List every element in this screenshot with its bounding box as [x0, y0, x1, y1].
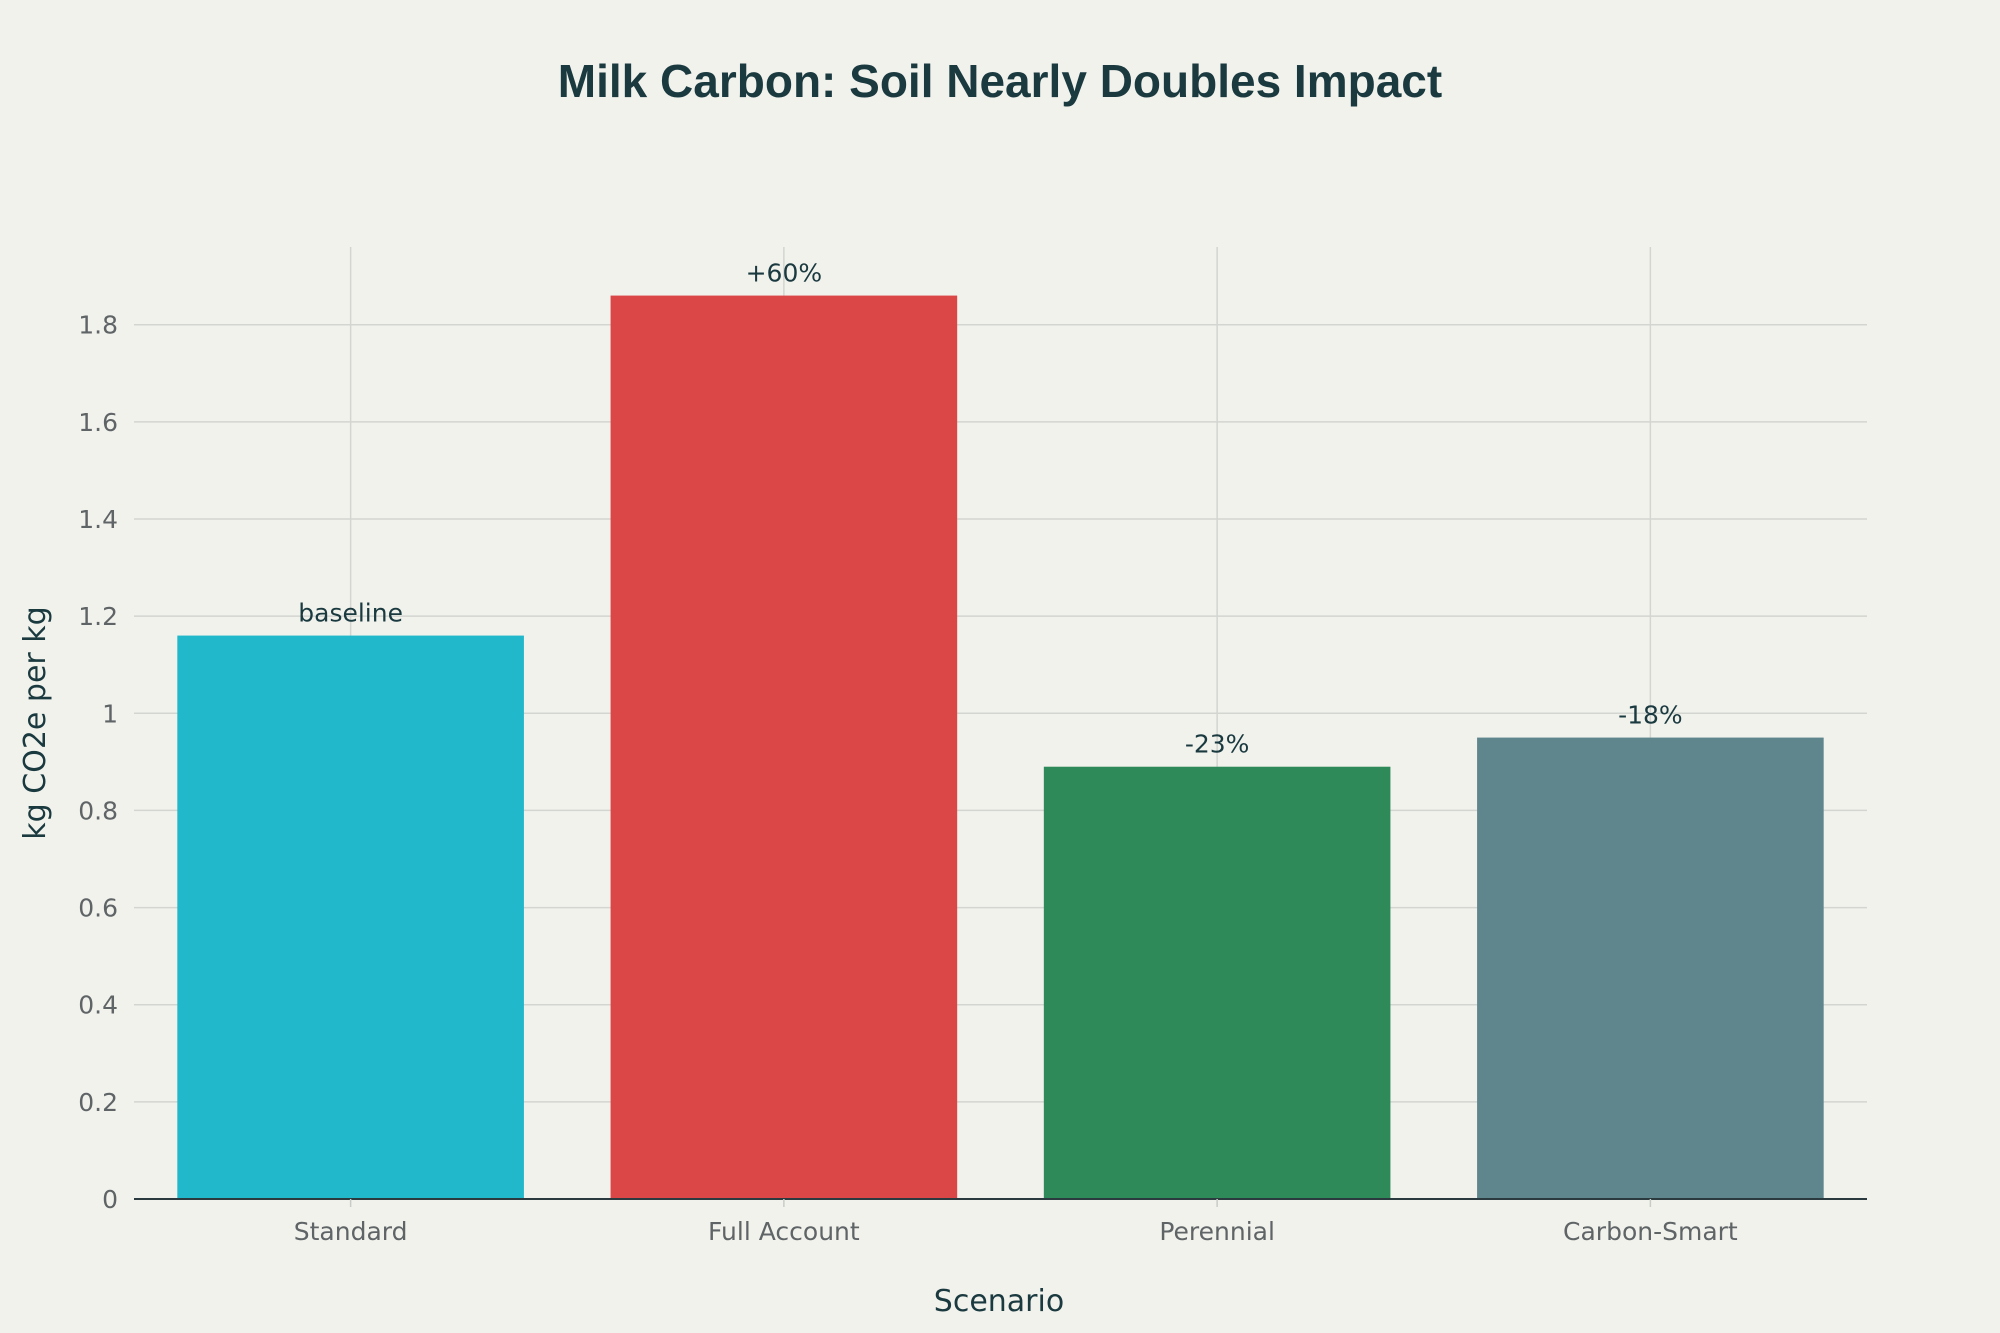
y-tick-label: 1 — [102, 699, 118, 728]
y-tick-label: 1.2 — [78, 602, 118, 631]
y-tick-label: 0.2 — [78, 1088, 118, 1117]
bars-layer — [177, 295, 1824, 1200]
y-tick-label: 0.8 — [78, 796, 118, 825]
labels-layer: baseline +60% -23% -18% — [298, 259, 1682, 759]
bar-value-label: baseline — [298, 599, 403, 628]
bar-perennial[interactable] — [1043, 766, 1391, 1199]
chart-title: Milk Carbon: Soil Nearly Doubles Impact — [558, 55, 1442, 107]
x-tick-label: Standard — [294, 1217, 408, 1246]
x-axis-title: Scenario — [934, 1284, 1064, 1319]
x-tick-label: Carbon-Smart — [1563, 1217, 1738, 1246]
y-axis-title: kg CO2e per kg — [18, 606, 53, 839]
bar-value-label: -18% — [1618, 701, 1683, 730]
y-tick-label: 0.6 — [78, 894, 118, 923]
bar-full-account[interactable] — [610, 295, 958, 1200]
x-axis-ticks: Standard Full Account Perennial Carbon-Smar… — [294, 1199, 1738, 1246]
bar-standard[interactable] — [177, 635, 524, 1199]
y-axis-ticks: 0 0.2 0.4 0.6 0.8 1 1.2 1.4 1.6 1.8 — [78, 311, 118, 1214]
x-tick-label: Full Account — [708, 1217, 860, 1246]
y-tick-label: 0.4 — [78, 991, 118, 1020]
y-tick-label: 1.6 — [78, 408, 118, 437]
y-tick-label: 0 — [102, 1185, 118, 1214]
bar-value-label: +60% — [746, 259, 823, 288]
y-tick-label: 1.4 — [78, 505, 118, 534]
bar-value-label: -23% — [1185, 730, 1250, 759]
bar-carbon-smart[interactable] — [1477, 737, 1824, 1199]
y-tick-label: 1.8 — [78, 311, 118, 340]
x-tick-label: Perennial — [1159, 1217, 1275, 1246]
